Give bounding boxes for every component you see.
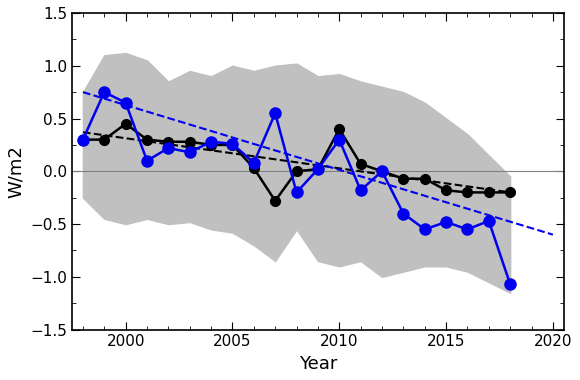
X-axis label: Year: Year <box>299 355 337 373</box>
Y-axis label: W/m2: W/m2 <box>7 145 25 198</box>
